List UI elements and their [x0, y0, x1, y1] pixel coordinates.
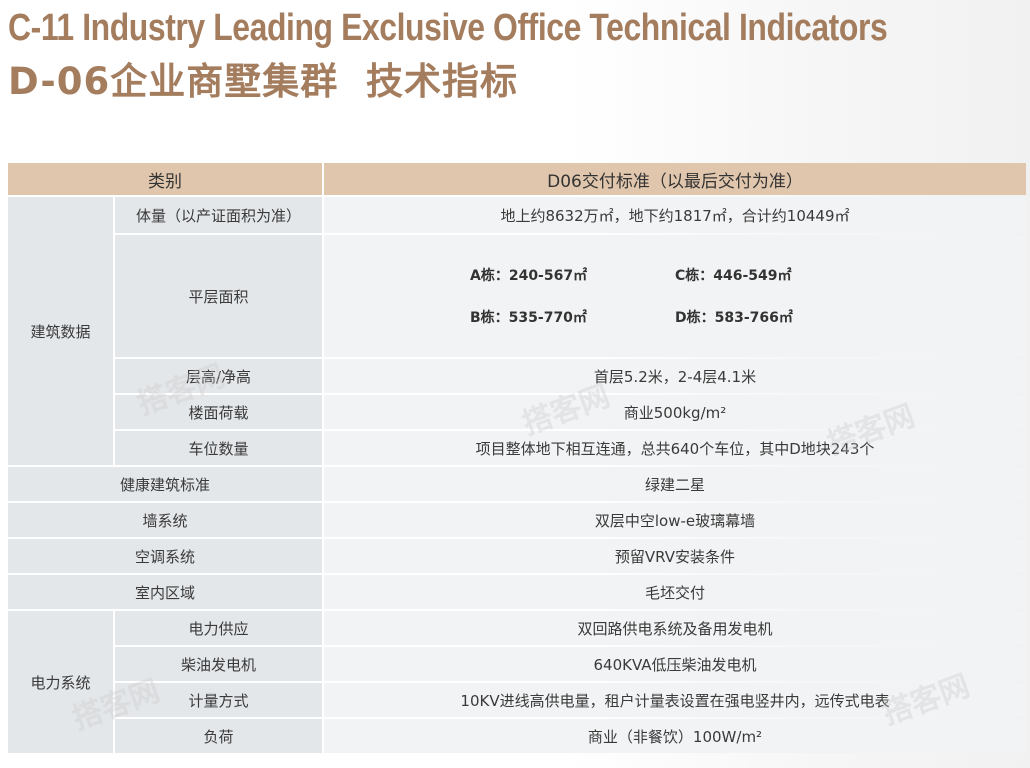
row-label-floor-area: 平层面积: [115, 235, 322, 357]
row-value-capacity: 商业（非餐饮）100W/m²: [324, 719, 1026, 753]
floor-area-c: C栋：446-549㎡: [675, 268, 792, 284]
row-value-ac: 预留VRV安装条件: [324, 539, 1026, 573]
table-row: 车位数量 项目整体地下相互连通，总共640个车位，其中D地块243个: [8, 431, 1026, 465]
title-english: C-11 Industry Leading Exclusive Office T…: [8, 7, 888, 49]
row-label-capacity: 负荷: [115, 719, 322, 753]
table-row: 室内区域 毛坯交付: [8, 575, 1026, 609]
row-value-interior: 毛坯交付: [324, 575, 1026, 609]
row-value-load: 商业500kg/m²: [324, 395, 1026, 429]
table-row: 楼面荷载 商业500kg/m²: [8, 395, 1026, 429]
row-value-height: 首层5.2米，2-4层4.1米: [324, 359, 1026, 393]
row-value-health: 绿建二星: [324, 467, 1026, 501]
row-label-load: 楼面荷载: [115, 395, 322, 429]
row-value-parking: 项目整体地下相互连通，总共640个车位，其中D地块243个: [324, 431, 1026, 465]
row-label-interior: 室内区域: [8, 575, 322, 609]
group-power-system: 电力系统: [8, 611, 113, 753]
table-row: 健康建筑标准 绿建二星: [8, 467, 1026, 501]
header-category: 类别: [8, 163, 322, 195]
floor-area-d: D栋：583-766㎡: [675, 310, 793, 326]
row-label-supply: 电力供应: [115, 611, 322, 645]
table-row: 负荷 商业（非餐饮）100W/m²: [8, 719, 1026, 753]
row-label-wall: 墙系统: [8, 503, 322, 537]
row-value-volume: 地上约8632万㎡，地下约1817㎡，合计约10449㎡: [324, 197, 1026, 233]
floor-area-b: B栋：535-770㎡: [470, 310, 587, 326]
floor-area-grid: A栋：240-567㎡ C栋：446-549㎡ B栋：535-770㎡ D栋：5…: [470, 265, 880, 327]
table-row: 计量方式 10KV进线高供电量，租户计量表设置在强电竖井内，远传式电表: [8, 683, 1026, 717]
row-label-volume: 体量（以产证面积为准）: [115, 197, 322, 233]
table-row: 空调系统 预留VRV安装条件: [8, 539, 1026, 573]
header-standard: D06交付标准（以最后交付为准）: [324, 163, 1026, 195]
row-value-metering: 10KV进线高供电量，租户计量表设置在强电竖井内，远传式电表: [324, 683, 1026, 717]
table-row: 平层面积 A栋：240-567㎡ C栋：446-549㎡ B栋：535-770㎡…: [8, 235, 1026, 357]
row-label-ac: 空调系统: [8, 539, 322, 573]
group-building-data: 建筑数据: [8, 197, 113, 465]
floor-area-a: A栋：240-567㎡: [470, 268, 588, 284]
table-header-row: 类别 D06交付标准（以最后交付为准）: [8, 163, 1026, 195]
title-chinese: D-06企业商墅集群 技术指标: [8, 60, 519, 103]
table-row: 建筑数据 体量（以产证面积为准） 地上约8632万㎡，地下约1817㎡，合计约1…: [8, 197, 1026, 465]
row-label-parking: 车位数量: [115, 431, 322, 465]
table-row: 柴油发电机 640KVA低压柴油发电机: [8, 647, 1026, 681]
row-value-floor-area: A栋：240-567㎡ C栋：446-549㎡ B栋：535-770㎡ D栋：5…: [324, 235, 1026, 357]
table-row: 墙系统 双层中空low-e玻璃幕墙: [8, 503, 1026, 537]
row-value-wall: 双层中空low-e玻璃幕墙: [324, 503, 1026, 537]
row-label-generator: 柴油发电机: [115, 647, 322, 681]
row-label-metering: 计量方式: [115, 683, 322, 717]
row-label-height: 层高/净高: [115, 359, 322, 393]
table-row: 电力系统 电力供应 双回路供电系统及备用发电机: [8, 611, 1026, 753]
row-value-supply: 双回路供电系统及备用发电机: [324, 611, 1026, 645]
row-label-health: 健康建筑标准: [8, 467, 322, 501]
table-row: 层高/净高 首层5.2米，2-4层4.1米: [8, 359, 1026, 393]
row-value-generator: 640KVA低压柴油发电机: [324, 647, 1026, 681]
technical-indicators-table: 类别 D06交付标准（以最后交付为准） 建筑数据 体量（以产证面积为准） 地上约…: [6, 161, 1028, 755]
